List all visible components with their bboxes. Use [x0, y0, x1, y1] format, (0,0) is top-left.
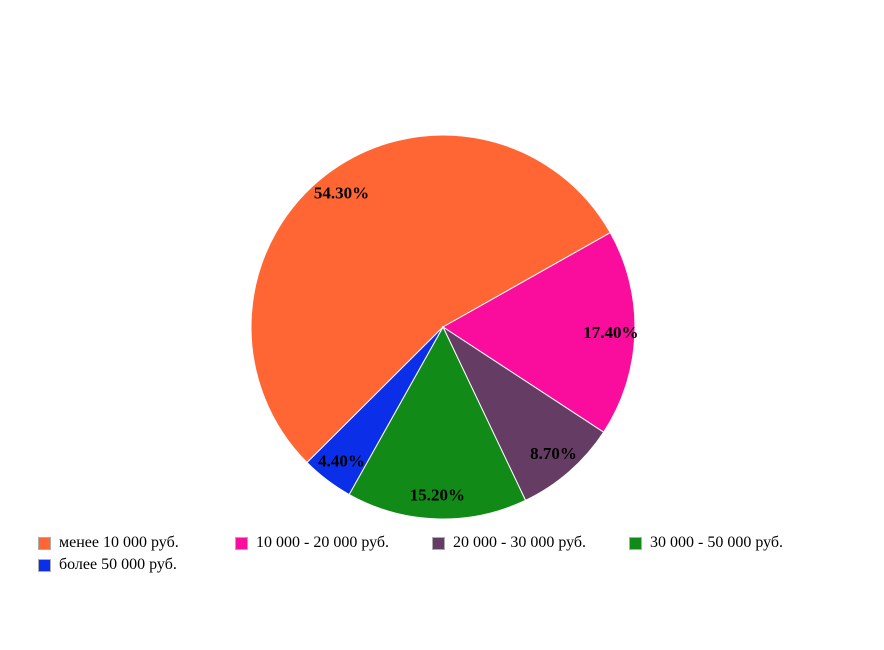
legend-item: менее 10 000 руб. [38, 532, 235, 554]
slice-percent-label: 54.30% [314, 184, 369, 203]
legend-label: менее 10 000 руб. [59, 534, 179, 551]
legend-swatch [38, 536, 51, 550]
pie-slice [348, 325, 527, 520]
legend-label: 30 000 - 50 000 руб. [650, 534, 784, 551]
legend-label: 20 000 - 30 000 руб. [453, 534, 587, 551]
legend-swatch [432, 536, 445, 550]
legend-item: 10 000 - 20 000 руб. [235, 532, 432, 554]
legend: менее 10 000 руб. 10 000 - 20 000 руб. 2… [38, 532, 858, 576]
pie-slice [250, 134, 611, 464]
legend-item: 30 000 - 50 000 руб. [629, 532, 826, 554]
legend-item: 20 000 - 30 000 руб. [432, 532, 629, 554]
slice-percent-label: 17.40% [583, 323, 638, 342]
pie-slice [442, 232, 636, 433]
slice-percent-label: 4.40% [318, 451, 365, 470]
legend-label: 10 000 - 20 000 руб. [256, 534, 390, 551]
legend-swatch [629, 536, 642, 550]
slice-percent-label: 15.20% [410, 485, 465, 504]
legend-swatch [38, 558, 51, 572]
legend-item: более 50 000 руб. [38, 554, 235, 576]
pie-slice [441, 325, 605, 502]
slice-percent-label: 8.70% [530, 444, 577, 463]
legend-swatch [235, 536, 248, 550]
legend-label: более 50 000 руб. [59, 556, 177, 573]
pie-slice [306, 326, 444, 496]
